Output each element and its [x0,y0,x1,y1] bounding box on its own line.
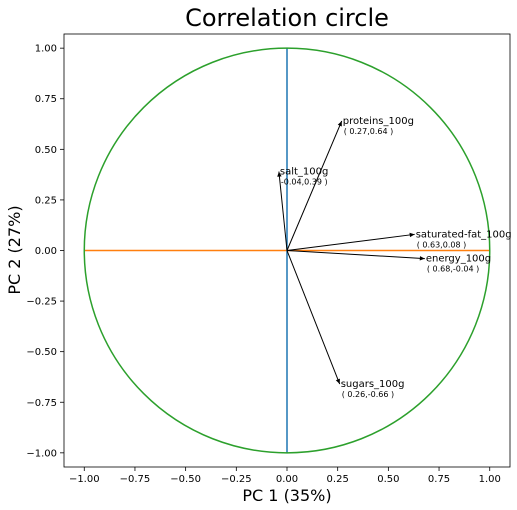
x-tick-label: −0.75 [120,474,151,485]
y-tick-label: 0.00 [35,246,57,257]
y-tick-label: −0.75 [26,398,57,409]
vector-arrow [286,250,425,260]
vector-arrow [278,171,288,251]
vector-arrowhead [337,121,342,127]
variable-coord-label: ( 0.26,-0.66 ) [342,390,394,399]
vector-arrowhead [335,378,340,385]
variable-coord-label: -0.04,0.39 ) [281,178,328,187]
x-axis-ticks: −1.00 −0.75 −0.50 −0.25 0.00 0.25 0.50 0.75 1.00 [69,467,501,485]
chart-marks: proteins_100g( 0.27,0.64 ) salt_100g-0.04… [83,47,512,454]
y-tick-label: 0.75 [35,94,57,105]
y-tick-label: 1.00 [35,44,57,55]
variable-label: energy_100g [426,254,491,265]
y-tick-label: −0.50 [26,347,57,358]
vector-arrowhead [409,232,415,238]
y-tick-label: 0.25 [35,195,57,206]
variable-coord-label: ( 0.63,0.08 ) [417,240,467,249]
y-tick-label: −1.00 [26,448,57,459]
vector-arrowhead [277,171,282,177]
variable-label: sugars_100g [341,379,405,390]
variable-label: saturated-fat_100g [416,229,512,240]
variable-coord-label: ( 0.68,-0.04 ) [427,265,479,274]
vector-arrow [286,233,415,251]
vector-arrowhead [419,256,425,261]
variable-coord-label: ( 0.27,0.64 ) [344,127,394,136]
x-tick-label: 0.25 [327,474,349,485]
x-tick-label: −1.00 [69,474,100,485]
unit-circle [83,47,491,454]
y-tick-label: −0.25 [26,297,57,308]
y-tick-label: 0.50 [35,145,57,156]
chart-title: Correlation circle [185,4,389,32]
x-tick-label: 0.75 [428,474,450,485]
x-tick-label: −0.25 [221,474,252,485]
y-axis-ticks: −1.00 −0.75 −0.50 −0.25 0.00 0.25 0.50 0.75 1.00 [26,44,64,459]
x-tick-label: 0.00 [276,474,298,485]
x-tick-label: 0.50 [377,474,399,485]
vector-arrow [286,250,341,385]
variable-label: salt_100g [280,167,328,178]
y-axis-label: PC 2 (27%) [5,205,24,294]
x-axis-label: PC 1 (35%) [242,486,331,505]
variable-label: proteins_100g [343,116,414,127]
x-tick-label: −0.50 [170,474,201,485]
x-tick-label: 1.00 [479,474,501,485]
vector-arrow [286,120,343,251]
